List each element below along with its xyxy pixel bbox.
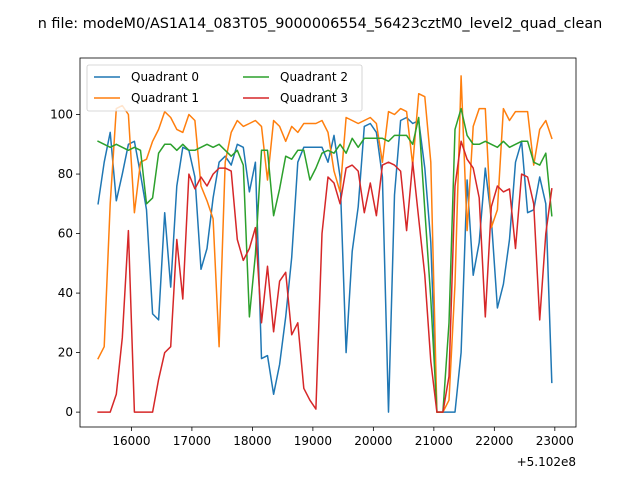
x-tick-label: 16000 bbox=[112, 434, 150, 448]
legend-box bbox=[86, 64, 363, 112]
y-axis: 0 20 40 60 80 100 bbox=[50, 108, 80, 419]
y-tick-label: 60 bbox=[58, 227, 73, 241]
legend-label: Quadrant 0 bbox=[131, 70, 199, 84]
x-tick-label: 18000 bbox=[233, 434, 271, 448]
x-tick-label: 17000 bbox=[173, 434, 211, 448]
series-line-quadrant-3 bbox=[97, 140, 553, 413]
plot-frame bbox=[79, 57, 577, 428]
plot-area bbox=[79, 57, 577, 428]
legend: Quadrant 0 Quadrant 1 Quadrant 2 Quadrant 3 bbox=[86, 64, 363, 112]
x-tick-label: 21000 bbox=[415, 434, 453, 448]
x-tick-label: 22000 bbox=[475, 434, 513, 448]
series-line-quadrant-1 bbox=[97, 75, 553, 413]
plot-background bbox=[80, 58, 576, 427]
y-tick-label: 20 bbox=[58, 346, 73, 360]
y-tick-label: 80 bbox=[58, 167, 73, 181]
x-axis: 16000 17000 18000 19000 20000 21000 22000 23000 bbox=[112, 427, 574, 448]
y-tick-label: 40 bbox=[58, 286, 73, 300]
x-offset-label: +5.102e8 bbox=[517, 455, 576, 469]
series-line-quadrant-0 bbox=[97, 116, 553, 413]
x-tick-label: 19000 bbox=[294, 434, 332, 448]
series-line-quadrant-2 bbox=[97, 107, 553, 413]
y-tick-label: 0 bbox=[65, 405, 73, 419]
series-layer bbox=[97, 75, 553, 413]
legend-label: Quadrant 2 bbox=[280, 70, 348, 84]
legend-label: Quadrant 1 bbox=[131, 91, 199, 105]
x-tick-label: 20000 bbox=[354, 434, 392, 448]
legend-label: Quadrant 3 bbox=[280, 91, 348, 105]
chart-title: n file: modeM0/AS1A14_083T05_9000006554_… bbox=[38, 16, 603, 32]
x-tick-label: 23000 bbox=[536, 434, 574, 448]
y-tick-label: 100 bbox=[50, 108, 73, 122]
